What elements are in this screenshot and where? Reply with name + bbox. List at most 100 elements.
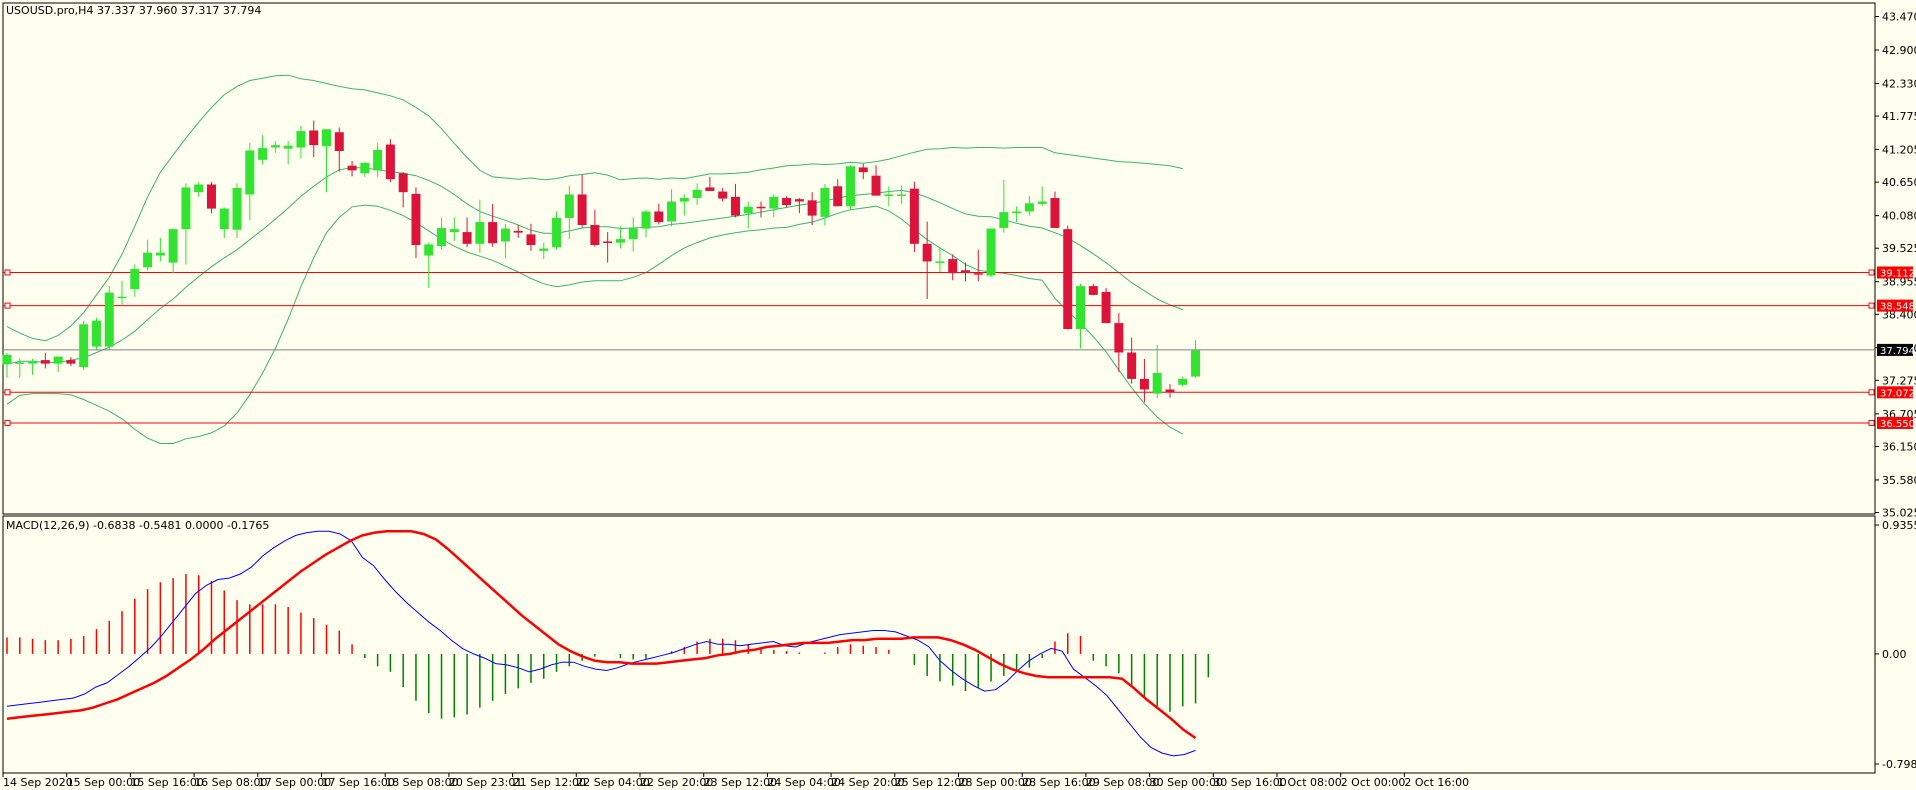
- price-tag: [1877, 343, 1913, 356]
- candle-body: [999, 212, 1009, 228]
- candle-body: [526, 234, 536, 245]
- chart-header: USOUSD.pro,H4 37.337 37.960 37.317 37.79…: [6, 4, 261, 17]
- candle-body: [181, 187, 191, 230]
- y-tick-label: 37.275: [1882, 374, 1916, 387]
- x-tick-label: 2 Oct 00:00: [1341, 776, 1406, 789]
- candle-body: [513, 230, 523, 233]
- level-anchor-right: [1868, 269, 1875, 276]
- candle-body: [845, 166, 855, 207]
- x-tick-label: 23 Sep 12:00: [704, 776, 777, 789]
- candle-body: [871, 175, 881, 196]
- y-tick-label: 35.025: [1882, 507, 1916, 520]
- candlesticks: [2, 120, 1201, 403]
- candle-body: [590, 225, 600, 245]
- y-tick-label: 38.955: [1882, 276, 1916, 289]
- price-tag-label: 38.548: [1880, 302, 1915, 313]
- candle-body: [667, 201, 677, 222]
- candle-body: [398, 173, 408, 193]
- level-anchor-right: [1868, 389, 1875, 396]
- level-anchor-left: [4, 302, 11, 309]
- candle-body: [922, 243, 932, 262]
- candle-body: [91, 320, 101, 347]
- candle-body: [411, 193, 421, 245]
- macd-header: MACD(12,26,9) -0.6838 -0.5481 0.0000 -0.…: [6, 519, 269, 532]
- candle-body: [15, 362, 25, 364]
- main-chart-frame: [2, 2, 1876, 515]
- x-tick-label: 17 Sep 00:00: [258, 776, 331, 789]
- price-tags: 39.112 38.548 37.072 36.550 37.794: [1877, 266, 1915, 430]
- candle-body: [373, 149, 383, 171]
- candle-body: [462, 232, 472, 244]
- candle-body: [66, 360, 76, 364]
- candle-body: [130, 269, 140, 290]
- candle-body: [756, 206, 766, 209]
- candle-body: [1127, 352, 1137, 379]
- candle-body: [437, 227, 447, 247]
- x-tick-label: 24 Sep 04:00: [767, 776, 840, 789]
- candle-body: [769, 196, 779, 209]
- candle-body: [347, 165, 357, 171]
- macd-y-tick-label: 0.9355: [1882, 519, 1916, 532]
- y-tick-label: 40.650: [1882, 176, 1916, 189]
- candle-body: [1050, 198, 1060, 228]
- candle-body: [194, 184, 204, 193]
- candle-body: [961, 270, 970, 274]
- price-tag-label: 36.550: [1880, 419, 1915, 430]
- candle-body: [53, 356, 63, 364]
- candle-body: [168, 229, 178, 263]
- macd-line: [6, 530, 1196, 757]
- candle-body: [79, 324, 89, 368]
- candle-body: [986, 228, 996, 276]
- candle-body: [475, 222, 485, 244]
- candle-body: [807, 200, 817, 216]
- candle-body: [309, 130, 319, 146]
- y-tick-label: 36.150: [1882, 440, 1916, 453]
- candle-body: [155, 252, 165, 256]
- x-tick-label: 24 Sep 20:00: [831, 776, 904, 789]
- y-tick-label: 41.775: [1882, 110, 1916, 123]
- candle-body: [884, 194, 894, 196]
- y-tick-label: 42.900: [1882, 44, 1916, 57]
- candle-body: [692, 189, 702, 199]
- price-tag-label: 39.112: [1880, 268, 1915, 279]
- candle-body: [1088, 286, 1098, 295]
- level-anchor-left: [4, 269, 11, 276]
- horizontal-levels[interactable]: [3, 269, 1875, 426]
- candle-body: [1139, 378, 1149, 390]
- candle-body: [743, 206, 753, 214]
- y-tick-label: 40.080: [1882, 210, 1916, 223]
- level-anchor-right: [1868, 419, 1875, 426]
- candle-body: [385, 144, 395, 180]
- candle-body: [488, 222, 498, 244]
- price-tag-label: 37.072: [1880, 388, 1915, 399]
- candle-body: [40, 360, 50, 364]
- candle-body: [718, 191, 728, 199]
- level-anchor-left: [4, 419, 11, 426]
- candle-body: [577, 194, 587, 226]
- candle-body: [424, 244, 434, 256]
- candle-body: [322, 129, 331, 147]
- candle-body: [539, 248, 549, 251]
- bollinger-upper: [6, 74, 1183, 342]
- price-axis: 43.470 42.900 42.330 41.775 41.205 40.650 40.0…: [1875, 11, 1916, 520]
- candle-body: [628, 228, 638, 240]
- x-tick-label: 14 Sep 2020: [3, 776, 73, 789]
- macd-y-tick-label: 0.00: [1882, 648, 1907, 661]
- candle-body: [909, 188, 919, 244]
- macd-signal-line: [6, 530, 1197, 740]
- y-tick-label: 39.525: [1882, 242, 1916, 255]
- candle-body: [1191, 350, 1201, 377]
- y-tick-label: 42.330: [1882, 77, 1916, 90]
- bollinger-bands: [6, 74, 1184, 444]
- x-tick-label: 1 Oct 08:00: [1277, 776, 1342, 789]
- candle-body: [296, 131, 306, 148]
- candle-body: [500, 228, 510, 242]
- candle-body: [283, 145, 293, 149]
- macd-axis: 0.9355 0.00 -0.7988: [1875, 519, 1916, 771]
- candle-body: [833, 186, 843, 207]
- candle-body: [258, 148, 268, 160]
- x-tick-label: 22 Sep 04:00: [576, 776, 649, 789]
- candle-body: [654, 211, 664, 223]
- price-tag: [1877, 299, 1913, 312]
